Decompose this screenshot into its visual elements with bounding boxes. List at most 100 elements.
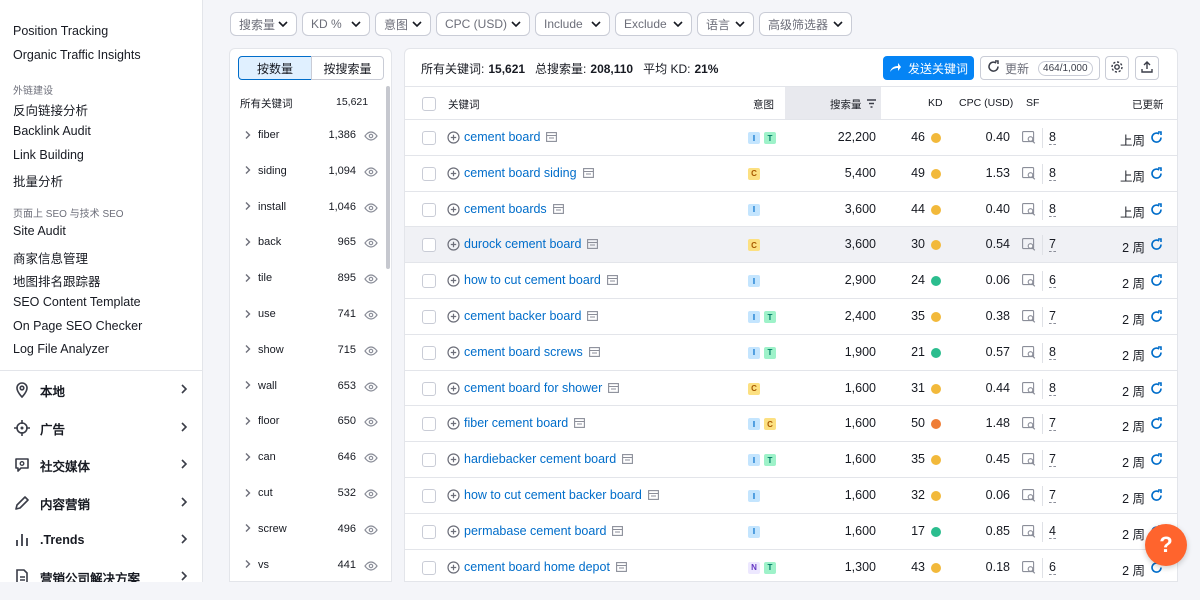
keyword-link[interactable]: durock cement board — [464, 237, 599, 251]
column-keyword[interactable]: 关键词 — [448, 99, 480, 111]
chevron-right-icon[interactable] — [244, 450, 252, 465]
column-kd[interactable]: KD — [928, 97, 943, 109]
eye-icon[interactable] — [364, 380, 378, 395]
sidebar-link-seo-content-template[interactable]: SEO Content Template — [13, 295, 141, 309]
filter-include[interactable]: Include — [535, 12, 610, 36]
group-row[interactable]: can 646 — [230, 439, 380, 475]
sidebar-link-log-file-analyzer[interactable]: Log File Analyzer — [13, 342, 109, 356]
group-row[interactable]: vs 441 — [230, 547, 380, 581]
serp-preview-icon[interactable] — [574, 418, 586, 429]
serp-snapshot-icon[interactable] — [1022, 131, 1036, 147]
keyword-link[interactable]: hardiebacker cement board — [464, 452, 634, 466]
column-cpc[interactable]: CPC (USD) — [959, 97, 1014, 109]
serp-snapshot-icon[interactable] — [1022, 560, 1036, 577]
refresh-icon[interactable] — [1150, 238, 1163, 254]
group-row[interactable]: wall 653 — [230, 368, 380, 404]
serp-snapshot-icon[interactable] — [1022, 345, 1036, 362]
sf-count[interactable]: 6 — [1049, 559, 1056, 575]
serp-preview-icon[interactable] — [587, 311, 599, 321]
sidebar-link-link-building[interactable]: Link Building — [13, 148, 84, 162]
serp-preview-icon[interactable] — [622, 454, 634, 465]
serp-preview-icon[interactable] — [608, 382, 620, 393]
row-checkbox[interactable] — [422, 238, 436, 253]
group-row[interactable]: screw 496 — [230, 511, 380, 547]
group-row[interactable]: show 715 — [230, 332, 380, 368]
sf-count[interactable]: 6 — [1049, 273, 1056, 289]
plus-circle-icon[interactable] — [447, 167, 460, 183]
group-row[interactable]: cut 532 — [230, 475, 380, 511]
update-button[interactable]: 更新 464/1,000 — [980, 56, 1100, 80]
chevron-right-icon[interactable] — [244, 521, 252, 536]
eye-icon[interactable] — [364, 487, 378, 502]
keyword-link[interactable]: cement board home depot — [464, 560, 627, 574]
row-checkbox[interactable] — [422, 489, 436, 503]
sidebar-category-social[interactable]: 社交媒体 — [0, 447, 202, 483]
sf-count[interactable]: 7 — [1049, 416, 1056, 432]
eye-icon[interactable] — [364, 129, 378, 144]
plus-circle-icon[interactable] — [447, 525, 460, 541]
eye-icon[interactable] — [364, 201, 378, 216]
sidebar-category-content[interactable]: 内容营销 — [0, 485, 202, 521]
plus-circle-icon[interactable] — [447, 202, 460, 219]
refresh-icon[interactable] — [1150, 166, 1163, 183]
settings-button[interactable] — [1105, 56, 1129, 80]
filter-language[interactable]: 语言 — [697, 12, 754, 36]
sf-count[interactable]: 7 — [1049, 452, 1056, 468]
group-row[interactable]: siding 1,094 — [230, 153, 380, 189]
eye-icon[interactable] — [364, 559, 378, 574]
row-checkbox[interactable] — [422, 381, 436, 396]
sidebar-link-backlink-audit[interactable]: Backlink Audit — [13, 124, 91, 138]
sidebar-category-trends[interactable]: .Trends — [0, 522, 202, 558]
eye-icon[interactable] — [364, 344, 378, 359]
serp-preview-icon[interactable] — [552, 203, 564, 214]
serp-snapshot-icon[interactable] — [1022, 453, 1036, 469]
refresh-icon[interactable] — [1150, 345, 1163, 362]
keyword-link[interactable]: cement board siding — [464, 166, 594, 180]
plus-circle-icon[interactable] — [447, 238, 460, 254]
keyword-link[interactable]: fiber cement board — [464, 416, 586, 430]
column-volume[interactable]: 搜索量 — [830, 97, 877, 112]
group-by-volume-tab[interactable]: 按搜索量 — [311, 56, 384, 80]
serp-preview-icon[interactable] — [588, 346, 600, 357]
groups-scrollbar[interactable] — [386, 86, 390, 269]
filter-cpc[interactable]: CPC (USD) — [436, 12, 530, 36]
serp-preview-icon[interactable] — [546, 132, 558, 142]
keyword-link[interactable]: cement boards — [464, 202, 564, 216]
row-checkbox[interactable] — [422, 202, 436, 217]
filter-volume[interactable]: 搜索量 — [230, 12, 297, 36]
sidebar-category-agency[interactable]: 营销公司解决方案 — [0, 559, 202, 582]
group-by-count-tab[interactable]: 按数量 — [238, 56, 312, 80]
plus-circle-icon[interactable] — [447, 417, 460, 433]
serp-preview-icon[interactable] — [606, 275, 618, 286]
serp-preview-icon[interactable] — [582, 167, 594, 178]
serp-snapshot-icon[interactable] — [1022, 238, 1036, 254]
sf-count[interactable]: 8 — [1049, 344, 1056, 360]
eye-icon[interactable] — [364, 451, 378, 466]
chevron-right-icon[interactable] — [244, 486, 252, 501]
sf-count[interactable]: 7 — [1049, 309, 1056, 324]
keyword-link[interactable]: cement board for shower — [464, 381, 620, 395]
chevron-right-icon[interactable] — [244, 163, 252, 178]
plus-circle-icon[interactable] — [447, 131, 460, 147]
sidebar-link-bulk-analysis[interactable]: 批量分析 — [13, 175, 64, 189]
column-intent[interactable]: 意图 — [753, 99, 774, 111]
column-updated[interactable]: 已更新 — [1132, 99, 1164, 111]
keyword-link[interactable]: cement backer board — [464, 309, 599, 323]
row-checkbox[interactable] — [422, 166, 436, 181]
eye-icon[interactable] — [364, 415, 378, 430]
chevron-right-icon[interactable] — [244, 199, 252, 214]
refresh-icon[interactable] — [1150, 381, 1163, 398]
row-checkbox[interactable] — [422, 274, 436, 289]
sidebar-link-onpage-seo-checker[interactable]: On Page SEO Checker — [13, 319, 143, 333]
chevron-right-icon[interactable] — [244, 128, 252, 143]
sidebar-link-listing-management[interactable]: 商家信息管理 — [13, 252, 89, 266]
eye-icon[interactable] — [364, 236, 378, 251]
row-checkbox[interactable] — [422, 345, 436, 360]
plus-circle-icon[interactable] — [447, 346, 460, 362]
row-checkbox[interactable] — [422, 131, 436, 145]
filter-exclude[interactable]: Exclude — [615, 12, 692, 36]
sf-count[interactable]: 8 — [1049, 165, 1056, 181]
sidebar-link-position-tracking[interactable]: Position Tracking — [13, 24, 109, 38]
sf-count[interactable]: 8 — [1049, 130, 1056, 145]
eye-icon[interactable] — [364, 523, 378, 538]
